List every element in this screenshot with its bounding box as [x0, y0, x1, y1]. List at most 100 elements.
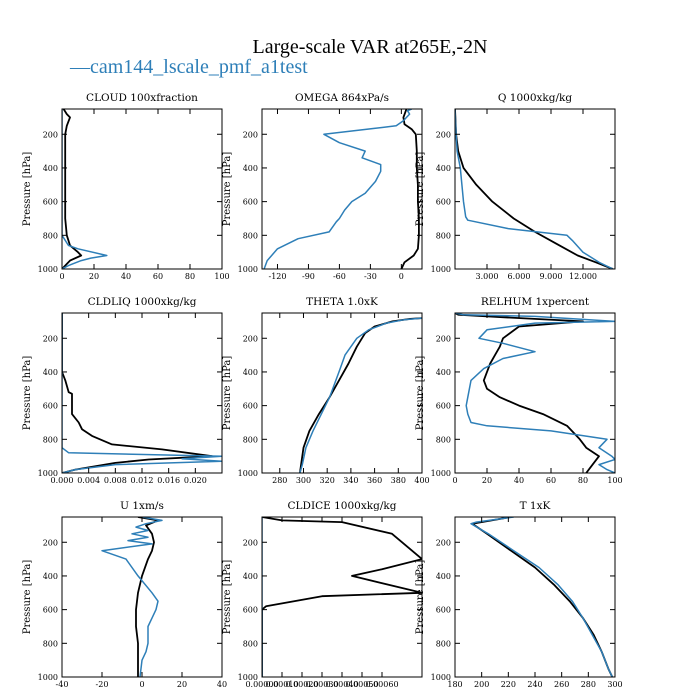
x-tick-label: 0.016: [157, 476, 180, 485]
plot-frame: [454, 516, 616, 678]
y-tick-label: 400: [243, 164, 258, 173]
y-tick-label: 800: [43, 435, 58, 444]
panel-title: CLDICE 1000xkg/kg: [288, 500, 397, 512]
x-tick-label: 200: [474, 680, 489, 689]
x-tick-label: 340: [343, 476, 358, 485]
x-tick-label: 9.000: [540, 272, 563, 281]
series-line-blue: [455, 109, 614, 269]
y-tick-label: 400: [243, 368, 258, 377]
x-tick-label: 280: [272, 476, 287, 485]
y-tick-label: 1000: [431, 265, 451, 274]
y-tick-label: 800: [43, 231, 58, 240]
x-tick-label: 0.000: [51, 476, 74, 485]
plot-frame: [261, 312, 423, 474]
x-tick-label: -60: [333, 272, 346, 281]
y-tick-label: 1000: [238, 469, 258, 478]
x-tick-label: 0.00000: [245, 680, 278, 689]
x-tick-label: 0.00050: [345, 680, 378, 689]
y-tick-label: 800: [436, 639, 451, 648]
x-tick-label: 300: [296, 476, 311, 485]
x-tick-label: 60: [153, 272, 163, 281]
panel: CLDICE 1000xkg/kg Pressure [hPa] 200 400 600…: [222, 500, 423, 689]
panel-title: T 1xK: [520, 500, 551, 512]
series-line-black: [299, 317, 422, 473]
x-tick-label: 0.008: [104, 476, 127, 485]
y-axis-label: Pressure [hPa]: [222, 356, 233, 431]
y-tick-label: 200: [243, 538, 258, 547]
y-tick-label: 200: [243, 130, 258, 139]
y-tick-label: 600: [243, 402, 258, 411]
y-axis-label: Pressure [hPa]: [415, 356, 426, 431]
x-tick-label: 80: [578, 476, 588, 485]
x-tick-label: 400: [414, 476, 429, 485]
panel: CLOUD 100xfraction Pressure [hPa] 200 400 60…: [22, 92, 230, 281]
series-line-blue: [101, 517, 163, 677]
y-tick-label: 600: [43, 402, 58, 411]
y-tick-label: 1000: [238, 265, 258, 274]
x-tick-label: 0: [399, 272, 404, 281]
figure-title: Large-scale VAR at265E,-2N: [253, 36, 488, 58]
x-tick-label: -120: [268, 272, 286, 281]
plot-frame: [454, 312, 616, 474]
y-axis-label: Pressure [hPa]: [415, 152, 426, 227]
x-tick-label: 0: [452, 476, 457, 485]
x-tick-label: 60: [546, 476, 556, 485]
y-tick-label: 1000: [431, 673, 451, 682]
y-tick-label: 400: [243, 572, 258, 581]
panel-title: OMEGA 864xPa/s: [295, 92, 389, 104]
panel-title: CLDLIQ 1000xkg/kg: [88, 296, 197, 308]
series-line-black: [455, 109, 614, 269]
x-tick-label: 300: [607, 680, 622, 689]
y-tick-label: 400: [436, 368, 451, 377]
y-tick-label: 800: [243, 639, 258, 648]
x-tick-label: 0.00030: [305, 680, 338, 689]
x-tick-label: 0.00060: [365, 680, 398, 689]
y-tick-label: 1000: [38, 469, 58, 478]
y-tick-label: 400: [436, 164, 451, 173]
panel: CLDLIQ 1000xkg/kg Pressure [hPa] 200 400 600…: [22, 296, 223, 485]
y-tick-label: 1000: [38, 265, 58, 274]
x-tick-label: 20: [177, 680, 187, 689]
x-tick-label: 0.00040: [325, 680, 358, 689]
panel-title: CLOUD 100xfraction: [86, 92, 198, 104]
x-tick-label: 240: [527, 680, 542, 689]
panel: OMEGA 864xPa/s Pressure [hPa] 200 400 600 800…: [222, 92, 423, 281]
plot-frame: [61, 516, 223, 678]
x-tick-label: 6.000: [508, 272, 531, 281]
y-axis-label: Pressure [hPa]: [222, 152, 233, 227]
y-tick-label: 200: [436, 334, 451, 343]
plot-frame: [261, 516, 423, 678]
plot-frame: [261, 108, 423, 270]
legend-label: cam144_lscale_pmf_a1test: [90, 56, 308, 78]
y-tick-label: 800: [243, 231, 258, 240]
x-tick-label: 0.00020: [285, 680, 318, 689]
y-tick-label: 400: [436, 572, 451, 581]
x-tick-label: 40: [217, 680, 227, 689]
x-tick-label: 180: [447, 680, 462, 689]
panel-title: Q 1000xkg/kg: [498, 92, 573, 104]
series-line-black: [262, 517, 422, 677]
y-tick-label: 400: [43, 572, 58, 581]
y-tick-label: 400: [43, 164, 58, 173]
y-tick-label: 200: [243, 334, 258, 343]
y-tick-label: 1000: [431, 469, 451, 478]
y-tick-label: 200: [43, 130, 58, 139]
x-tick-label: 0: [59, 272, 64, 281]
y-tick-label: 600: [243, 606, 258, 615]
panel-title: RELHUM 1xpercent: [481, 296, 590, 308]
x-tick-label: 80: [185, 272, 195, 281]
x-tick-label: 360: [367, 476, 382, 485]
panel-title: U 1xm/s: [120, 500, 164, 512]
series-line-black: [455, 313, 600, 473]
y-tick-label: 200: [43, 538, 58, 547]
legend: — cam144_lscale_pmf_a1test: [69, 56, 308, 78]
y-tick-label: 800: [436, 435, 451, 444]
x-tick-label: 0.00010: [265, 680, 298, 689]
series-line-blue: [263, 109, 412, 269]
series-line-black: [400, 109, 420, 269]
series-line-blue: [62, 313, 222, 473]
series-line-blue: [455, 313, 615, 473]
plot-frame: [61, 312, 223, 474]
